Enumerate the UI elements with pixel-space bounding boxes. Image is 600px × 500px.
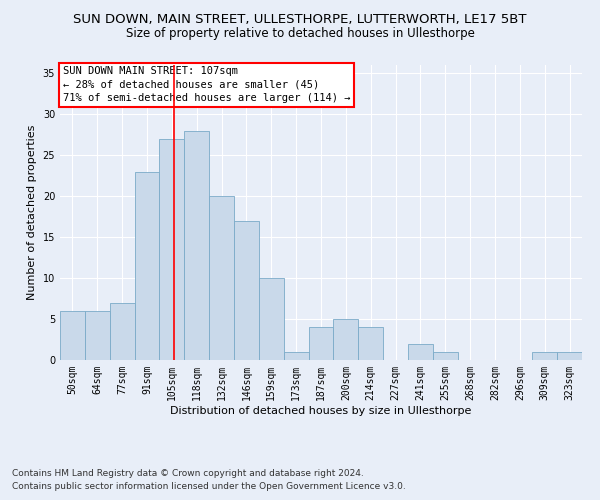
Bar: [334, 319, 358, 360]
Bar: [209, 196, 234, 360]
Bar: [160, 138, 184, 360]
Bar: [134, 172, 160, 360]
Bar: [259, 278, 284, 360]
Bar: [308, 327, 334, 360]
Bar: [557, 352, 582, 360]
Bar: [184, 130, 209, 360]
Bar: [60, 311, 85, 360]
X-axis label: Distribution of detached houses by size in Ullesthorpe: Distribution of detached houses by size …: [170, 406, 472, 415]
Text: Contains public sector information licensed under the Open Government Licence v3: Contains public sector information licen…: [12, 482, 406, 491]
Bar: [284, 352, 308, 360]
Y-axis label: Number of detached properties: Number of detached properties: [27, 125, 37, 300]
Bar: [110, 302, 134, 360]
Bar: [234, 220, 259, 360]
Text: SUN DOWN, MAIN STREET, ULLESTHORPE, LUTTERWORTH, LE17 5BT: SUN DOWN, MAIN STREET, ULLESTHORPE, LUTT…: [73, 12, 527, 26]
Bar: [358, 327, 383, 360]
Bar: [532, 352, 557, 360]
Text: SUN DOWN MAIN STREET: 107sqm
← 28% of detached houses are smaller (45)
71% of se: SUN DOWN MAIN STREET: 107sqm ← 28% of de…: [62, 66, 350, 103]
Text: Size of property relative to detached houses in Ullesthorpe: Size of property relative to detached ho…: [125, 28, 475, 40]
Text: Contains HM Land Registry data © Crown copyright and database right 2024.: Contains HM Land Registry data © Crown c…: [12, 468, 364, 477]
Bar: [408, 344, 433, 360]
Bar: [85, 311, 110, 360]
Bar: [433, 352, 458, 360]
